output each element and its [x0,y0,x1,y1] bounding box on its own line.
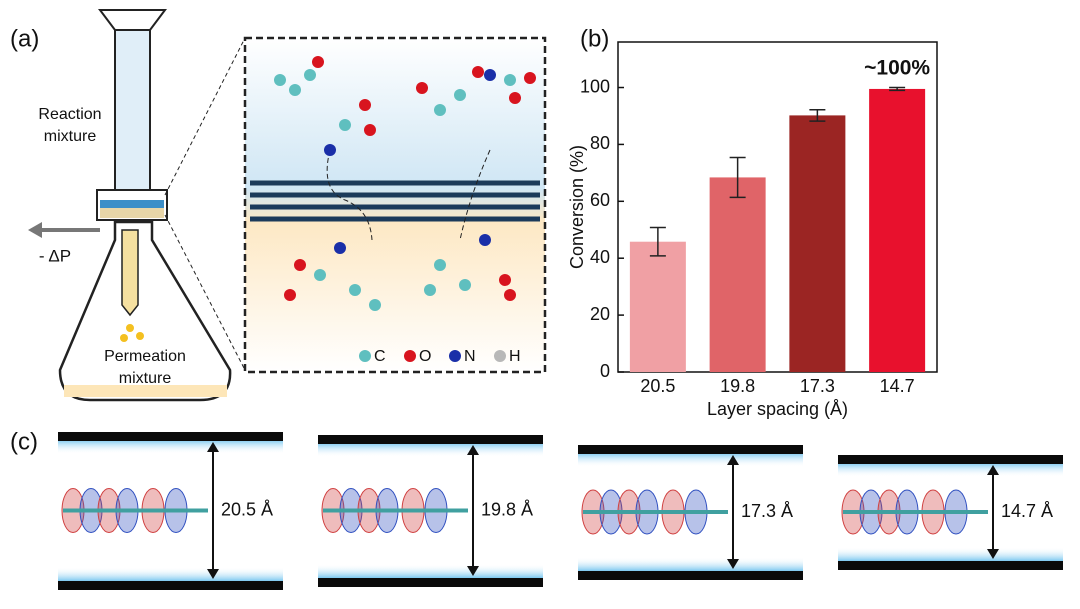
glow [838,463,1063,477]
layer [838,455,1063,464]
permeate [64,385,227,397]
error-bar [809,108,826,122]
glow [578,557,803,571]
stem [121,229,139,317]
y-tick-label: 20 [590,304,610,324]
permeation-label: Permeation [104,348,186,365]
spacing-label: 20.5 Å [221,499,273,519]
glow [318,443,543,457]
flask [58,220,232,402]
x-tick-label: 19.8 [720,376,755,396]
legend-label: C [374,348,386,365]
bar [629,241,686,372]
legend-label: N [464,348,476,365]
glow [578,453,803,467]
layer [578,571,803,580]
error-bar [889,86,906,92]
layer [578,445,803,454]
panel-label: (a) [10,25,39,52]
zoom-line [164,37,246,196]
arrow-head [987,465,999,559]
spacing-label: 17.3 Å [741,501,793,521]
funnel-top [98,9,167,31]
glow [838,547,1063,561]
bar [869,88,926,373]
panel-a: (a) Reaction mixture - ΔP Permeation mix… [10,9,547,402]
pressure-label: - ΔP [39,246,71,265]
glow [318,564,543,578]
path-line [326,149,491,241]
spacing-label: 14.7 Å [1001,501,1053,521]
glow [58,567,283,581]
error-bar [729,156,746,199]
x-axis-label: Layer spacing (Å) [707,399,848,419]
layer [58,432,283,441]
layer [58,581,283,590]
annotation: ~100% [864,56,930,79]
legend-swatch [404,350,416,362]
x-tick-label: 17.3 [800,376,835,396]
legend-label: H [509,348,521,365]
drop [126,324,134,332]
y-tick-label: 60 [590,190,610,210]
layer [318,435,543,444]
error-bar [649,226,666,257]
x-tick-label: 14.7 [880,376,915,396]
drop [136,332,144,340]
y-tick-label: 0 [600,361,610,381]
legend-swatch [359,350,371,362]
bar [789,115,846,373]
spacing-label: 19.8 Å [481,499,533,519]
layer [318,578,543,587]
y-axis-label: Conversion (%) [567,145,587,269]
zoom-line [164,214,246,371]
legend-label: O [419,348,431,365]
legend-swatch [494,350,506,362]
y-tick-label: 40 [590,247,610,267]
arrow-head [28,222,42,238]
drop [120,334,128,342]
molecules [274,56,536,311]
layer [838,561,1063,570]
reaction-label: mixture [44,128,97,145]
layers [250,180,540,222]
panel-label: (c) [10,428,38,455]
cylinder [114,29,151,196]
x-tick-label: 20.5 [640,376,675,396]
membrane [100,200,164,208]
bar [709,177,766,372]
permeation-label: mixture [119,370,172,387]
y-tick-label: 80 [590,133,610,153]
glow [58,440,283,454]
frit [100,208,164,218]
panel-label: (b) [580,25,609,52]
legend-swatch [449,350,461,362]
reaction-label: Reaction [38,106,101,123]
y-tick-label: 100 [580,76,610,96]
plot-frame [617,41,938,373]
